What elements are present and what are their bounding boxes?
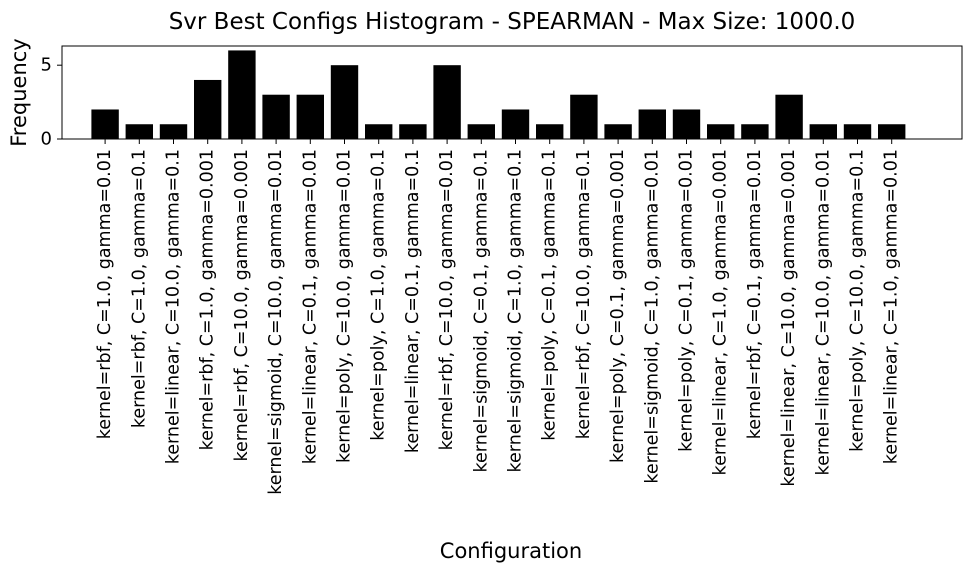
bar — [741, 124, 769, 139]
x-tick-label: kernel=rbf, C=0.1, gamma=0.01 — [745, 149, 765, 439]
x-tick-label: kernel=rbf, C=10.0, gamma=0.001 — [232, 149, 252, 462]
x-tick-label: kernel=rbf, C=10.0, gamma=0.01 — [437, 149, 457, 450]
x-tick-label: kernel=rbf, C=1.0, gamma=0.1 — [129, 149, 149, 428]
bar — [672, 109, 701, 139]
bar — [228, 50, 256, 139]
bar — [262, 94, 290, 139]
x-tick-label: kernel=poly, C=0.1, gamma=0.01 — [677, 149, 697, 452]
bar — [330, 65, 359, 139]
bar — [775, 94, 803, 139]
chart-title: Svr Best Configs Histogram - SPEARMAN - … — [169, 9, 856, 35]
y-axis-ticks: 05 — [41, 55, 62, 150]
plot-frame — [61, 45, 963, 140]
x-tick-label: kernel=poly, C=0.1, gamma=0.001 — [608, 149, 628, 463]
y-axis-label: Frequency — [7, 38, 31, 147]
x-tick-label: kernel=linear, C=1.0, gamma=0.001 — [711, 149, 731, 475]
bar — [843, 124, 872, 139]
bar — [536, 124, 564, 139]
bar — [365, 124, 393, 139]
y-tick-label: 0 — [41, 129, 52, 150]
bar — [296, 94, 324, 139]
bar — [399, 124, 427, 139]
bar — [91, 109, 119, 139]
x-axis-ticks: kernel=rbf, C=1.0, gamma=0.01 kernel=rbf,… — [95, 139, 902, 495]
bar — [878, 124, 906, 139]
x-tick-label: kernel=rbf, C=1.0, gamma=0.001 — [198, 149, 218, 450]
x-tick-label: kernel=sigmoid, C=1.0, gamma=0.1 — [506, 149, 526, 472]
y-tick-label: 5 — [41, 55, 52, 76]
x-tick-label: kernel=sigmoid, C=0.1, gamma=0.1 — [471, 149, 491, 472]
bar — [604, 124, 632, 139]
bar — [570, 94, 598, 139]
bar — [467, 124, 495, 139]
bar — [809, 124, 837, 139]
x-tick-label: kernel=poly, C=10.0, gamma=0.01 — [335, 149, 355, 463]
x-tick-label: kernel=linear, C=10.0, gamma=0.001 — [779, 149, 799, 487]
bar — [159, 124, 188, 139]
x-tick-label: kernel=rbf, C=10.0, gamma=0.1 — [574, 149, 594, 439]
bar — [194, 79, 222, 139]
x-tick-label: kernel=linear, C=0.1, gamma=0.1 — [403, 149, 423, 453]
x-tick-label: kernel=rbf, C=1.0, gamma=0.01 — [95, 149, 115, 439]
bar — [433, 65, 461, 139]
x-tick-label: kernel=poly, C=1.0, gamma=0.1 — [369, 149, 389, 441]
bar — [707, 124, 735, 139]
x-tick-label: kernel=poly, C=0.1, gamma=0.1 — [540, 149, 560, 441]
x-tick-label: kernel=sigmoid, C=10.0, gamma=0.01 — [266, 149, 286, 495]
x-axis-label: Configuration — [440, 539, 582, 563]
x-tick-label: kernel=linear, C=10.0, gamma=0.1 — [164, 149, 184, 464]
x-tick-label: kernel=linear, C=1.0, gamma=0.01 — [882, 149, 902, 464]
x-tick-label: kernel=poly, C=10.0, gamma=0.1 — [848, 149, 868, 452]
bars-group — [91, 50, 906, 139]
x-tick-label: kernel=linear, C=0.1, gamma=0.01 — [300, 149, 320, 464]
x-tick-label: kernel=linear, C=10.0, gamma=0.01 — [813, 149, 833, 475]
bar — [638, 109, 666, 139]
x-tick-label: kernel=sigmoid, C=1.0, gamma=0.01 — [642, 149, 662, 484]
bar — [125, 124, 153, 139]
bar — [501, 109, 530, 139]
